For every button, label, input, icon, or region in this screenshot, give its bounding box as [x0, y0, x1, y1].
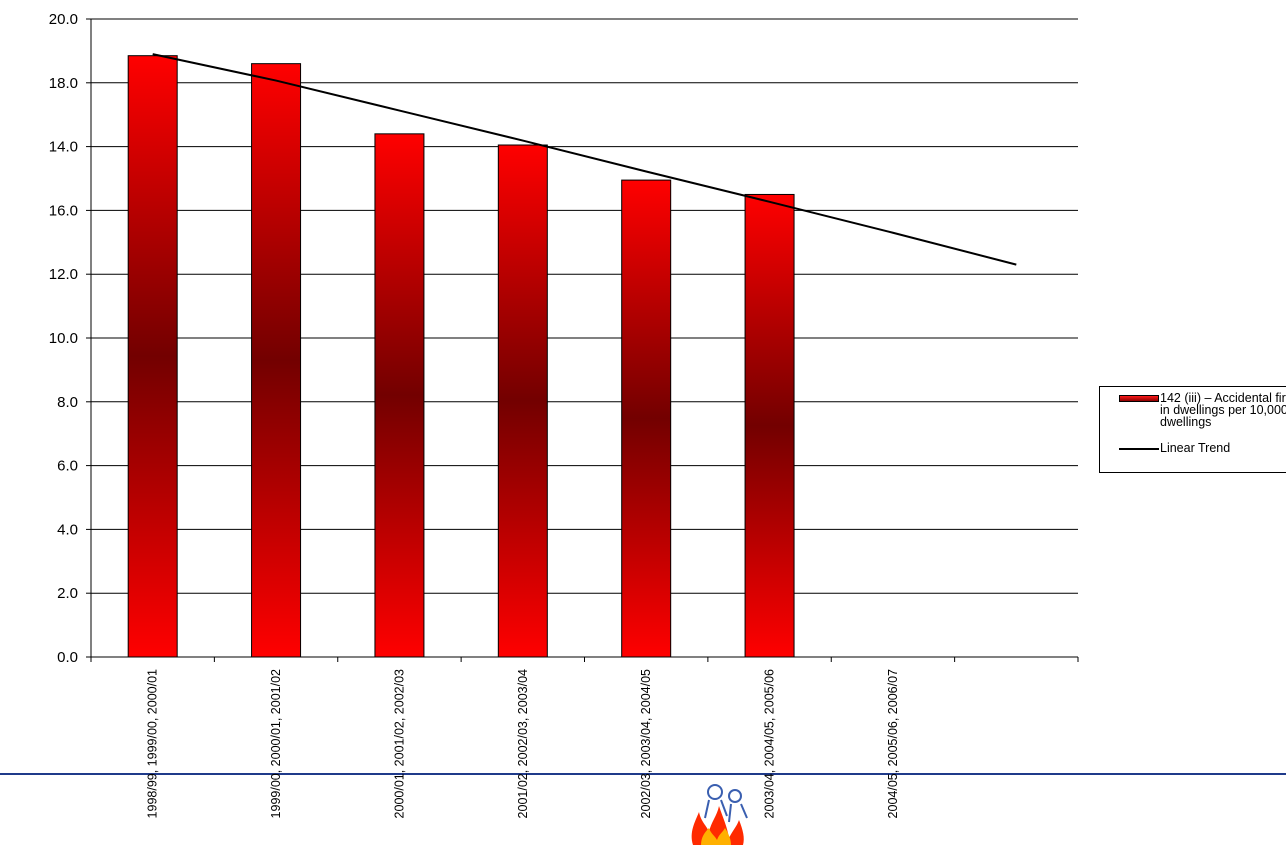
y-tick-label: 20.0: [49, 11, 78, 28]
x-tick-labels: 1998/99, 1999/00, 2000/01 1999/00, 2000/0…: [146, 669, 900, 818]
bar: [374, 133, 425, 658]
y-tick-labels: 0.0 2.0 4.0 6.0 8.0 10.0 12.0 16.0 14.0 18.0 20.0: [49, 11, 78, 666]
fire-service-logo-icon: [691, 784, 748, 845]
legend-trend-label: Linear Trend: [1160, 441, 1231, 455]
axes: [86, 18, 1079, 662]
x-tick-label: 1999/00, 2000/01, 2001/02: [269, 669, 283, 818]
y-tick-label: 8.0: [57, 394, 78, 411]
bar: [251, 63, 302, 658]
y-tick-label: 14.0: [49, 139, 78, 156]
x-tick-label: 1998/99, 1999/00, 2000/01: [146, 669, 160, 818]
footer: [0, 773, 1286, 845]
x-tick-label: 2003/04, 2004/05, 2005/06: [763, 669, 777, 818]
bar: [127, 55, 178, 658]
x-tick-label: 2000/01, 2001/02, 2002/03: [392, 669, 406, 818]
y-tick-label: 0.0: [57, 649, 78, 666]
legend-series-label: 142 (iii) – Accidental fires in dwelling…: [1160, 391, 1286, 429]
y-tick-label: 4.0: [57, 521, 78, 538]
trend-line: [152, 53, 1017, 266]
bar: [621, 179, 672, 658]
legend-bar-swatch: [1119, 395, 1159, 402]
x-tick-label: 2001/02, 2002/03, 2003/04: [516, 669, 530, 818]
y-tick-label: 6.0: [57, 458, 78, 475]
bar: [744, 193, 795, 658]
legend: 142 (iii) – Accidental fires in dwelling…: [1099, 386, 1286, 473]
bar-series: [127, 55, 795, 658]
y-tick-label: 10.0: [49, 330, 78, 347]
trend-series: [152, 53, 1017, 266]
y-tick-label: 2.0: [57, 585, 78, 602]
y-tick-label: 16.0: [49, 202, 78, 219]
legend-trend-swatch: [1119, 448, 1159, 450]
grid-lines: [91, 18, 1078, 658]
x-tick-label: 2004/05, 2005/06, 2006/07: [886, 669, 900, 818]
bar: [497, 144, 548, 658]
x-tick-label: 2002/03, 2003/04, 2004/05: [639, 669, 653, 818]
y-tick-label: 18.0: [49, 75, 78, 92]
y-tick-label: 12.0: [49, 266, 78, 283]
